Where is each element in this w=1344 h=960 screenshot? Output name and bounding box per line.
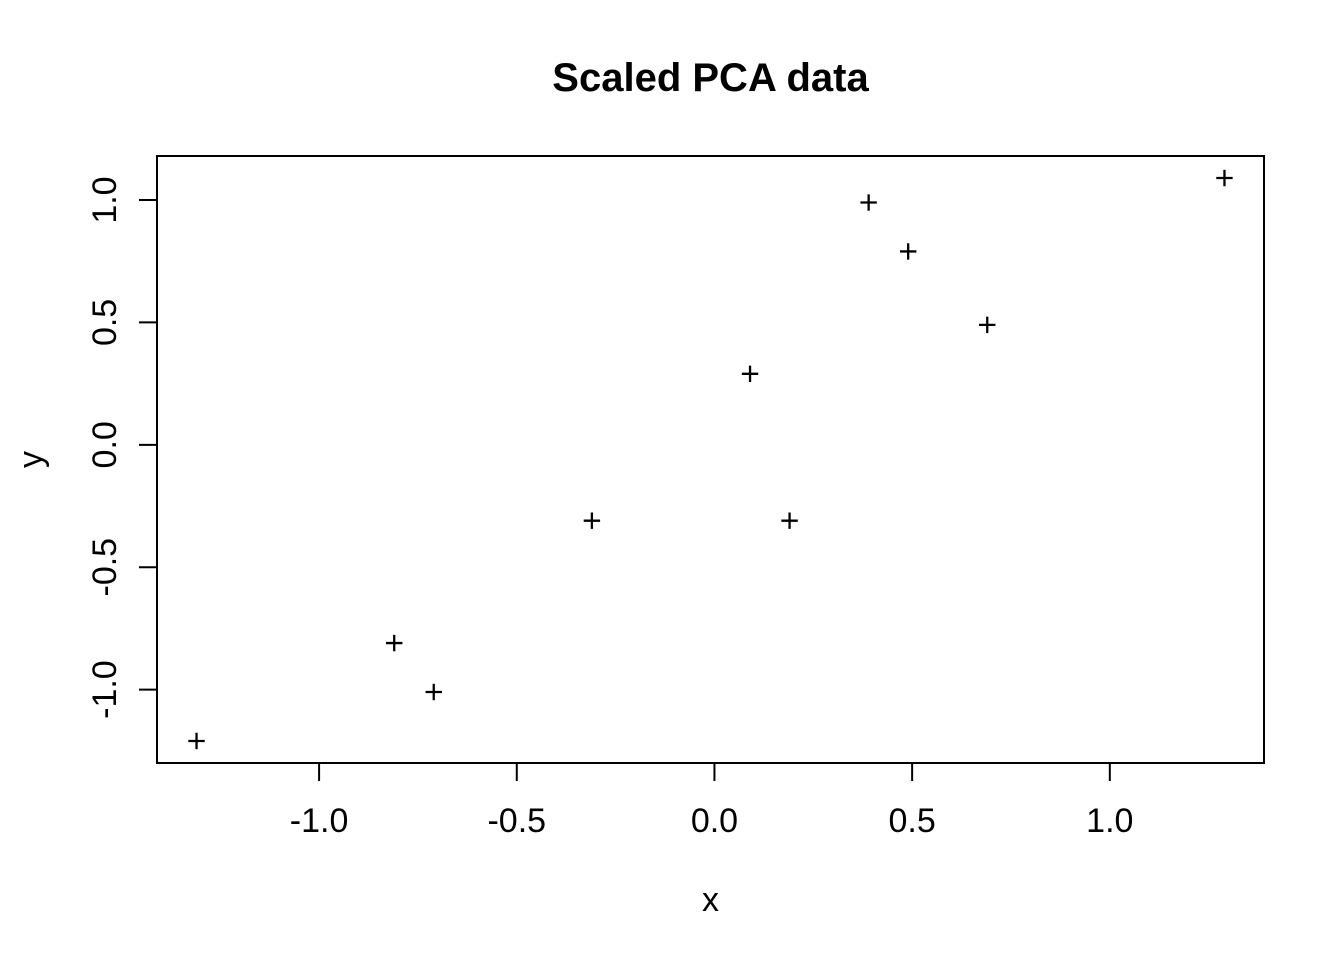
points-layer (188, 169, 1233, 750)
plot-title: Scaled PCA data (552, 56, 869, 100)
data-point-marker (899, 243, 917, 260)
y-axis-tick-label: 1.0 (86, 176, 124, 223)
data-point-marker (1216, 169, 1233, 187)
x-axis: -1.0 -0.5 0.0 0.5 1.0 (290, 764, 1133, 840)
y-axis-tick-label: -1.0 (86, 660, 124, 719)
data-point-marker (781, 512, 798, 529)
data-point-marker (741, 365, 759, 383)
data-point-marker (860, 194, 877, 211)
y-axis-tick-label: -0.5 (86, 538, 124, 597)
x-axis-tick-label: -1.0 (290, 802, 349, 840)
x-axis-tick-label: 1.0 (1086, 802, 1133, 840)
data-point-marker (386, 634, 403, 652)
data-point-marker (425, 683, 442, 701)
x-axis-tick-label: 0.0 (691, 802, 738, 840)
data-point-marker (583, 512, 601, 529)
plot-box (156, 155, 1265, 764)
x-axis-tick-label: -0.5 (487, 802, 546, 840)
y-axis: -1.0 -0.5 0.0 0.5 1.0 (86, 176, 156, 719)
data-point-marker (979, 316, 996, 334)
y-axis-tick-label: 0.5 (86, 299, 124, 346)
data-point-marker (188, 732, 205, 750)
y-axis-tick-label: 0.0 (86, 421, 124, 468)
x-axis-tick-label: 0.5 (888, 802, 935, 840)
y-axis-label: y (12, 451, 50, 468)
x-axis-label: x (702, 881, 719, 919)
